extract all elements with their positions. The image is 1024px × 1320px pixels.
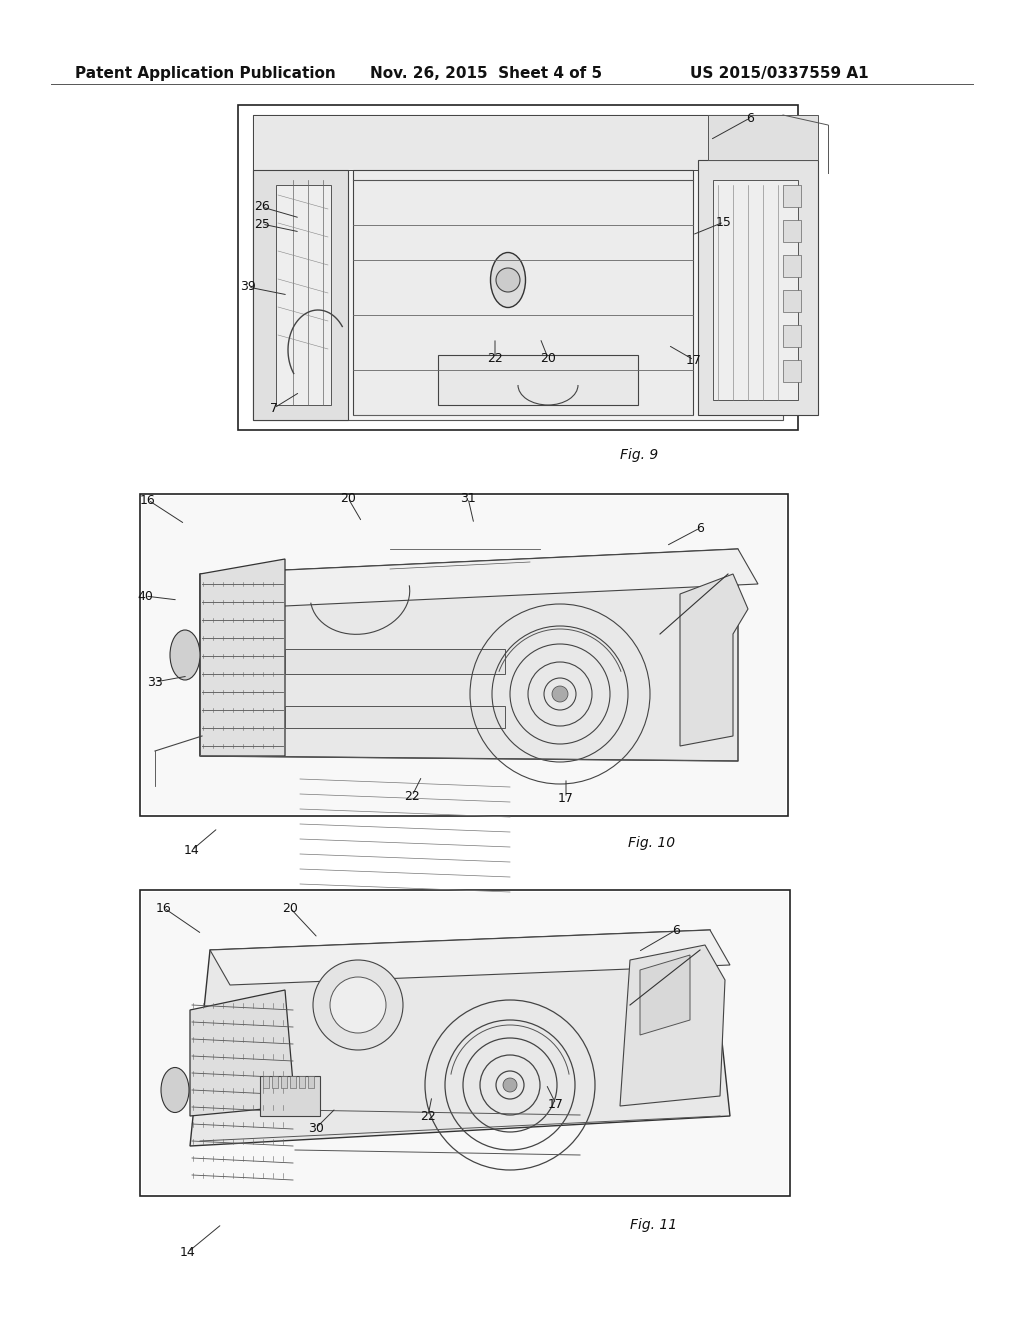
- Text: 17: 17: [548, 1097, 564, 1110]
- Text: 15: 15: [716, 215, 732, 228]
- Text: 14: 14: [184, 843, 200, 857]
- Bar: [140, 494, 788, 816]
- Ellipse shape: [161, 1068, 189, 1113]
- Text: 26: 26: [254, 201, 270, 214]
- Polygon shape: [190, 931, 730, 1146]
- Bar: [253, 115, 783, 170]
- Bar: [783, 220, 801, 242]
- Text: 16: 16: [140, 494, 156, 507]
- Text: 7: 7: [270, 401, 278, 414]
- Circle shape: [313, 960, 403, 1049]
- Bar: [253, 170, 348, 420]
- Bar: [713, 180, 798, 400]
- Text: Fig. 9: Fig. 9: [620, 447, 658, 462]
- Bar: [285, 706, 505, 729]
- Polygon shape: [680, 574, 748, 746]
- Bar: [285, 649, 505, 675]
- Bar: [783, 360, 801, 381]
- Text: Patent Application Publication: Patent Application Publication: [75, 66, 336, 81]
- Text: 22: 22: [420, 1110, 436, 1122]
- Text: 14: 14: [180, 1246, 196, 1258]
- Bar: [353, 170, 693, 414]
- Text: 20: 20: [282, 902, 298, 915]
- Bar: [272, 1076, 278, 1088]
- Bar: [260, 1076, 319, 1115]
- Text: 22: 22: [404, 789, 420, 803]
- Text: 17: 17: [686, 354, 701, 367]
- Text: 6: 6: [696, 521, 703, 535]
- Bar: [290, 1076, 296, 1088]
- Text: 31: 31: [460, 491, 476, 504]
- Text: 33: 33: [147, 676, 163, 689]
- Text: US 2015/0337559 A1: US 2015/0337559 A1: [690, 66, 868, 81]
- Text: 16: 16: [156, 902, 172, 915]
- Text: 6: 6: [746, 111, 754, 124]
- Ellipse shape: [490, 252, 525, 308]
- Ellipse shape: [170, 630, 200, 680]
- Bar: [698, 160, 818, 414]
- Circle shape: [552, 686, 568, 702]
- Bar: [783, 255, 801, 277]
- Polygon shape: [620, 945, 725, 1106]
- Text: 30: 30: [308, 1122, 324, 1134]
- Polygon shape: [200, 549, 738, 762]
- Bar: [281, 1076, 287, 1088]
- Text: Fig. 10: Fig. 10: [628, 836, 675, 850]
- Bar: [308, 1076, 314, 1088]
- Text: 17: 17: [558, 792, 573, 804]
- Text: 39: 39: [240, 281, 256, 293]
- Circle shape: [496, 268, 520, 292]
- Bar: [140, 890, 790, 1196]
- Bar: [263, 1076, 269, 1088]
- Bar: [783, 290, 801, 312]
- Polygon shape: [200, 558, 285, 756]
- Bar: [253, 115, 783, 420]
- Text: Nov. 26, 2015  Sheet 4 of 5: Nov. 26, 2015 Sheet 4 of 5: [370, 66, 602, 81]
- Polygon shape: [640, 954, 690, 1035]
- Polygon shape: [190, 990, 295, 1115]
- Text: 20: 20: [340, 491, 356, 504]
- Bar: [142, 496, 786, 814]
- Text: 22: 22: [487, 351, 503, 364]
- Text: Fig. 11: Fig. 11: [630, 1218, 677, 1232]
- Circle shape: [330, 977, 386, 1034]
- Text: 20: 20: [540, 351, 556, 364]
- Bar: [783, 185, 801, 207]
- Text: 25: 25: [254, 218, 270, 231]
- Text: 6: 6: [672, 924, 680, 936]
- Bar: [708, 115, 818, 160]
- Bar: [299, 1076, 305, 1088]
- Bar: [438, 355, 638, 405]
- Bar: [238, 106, 798, 430]
- Bar: [783, 325, 801, 347]
- Bar: [142, 892, 788, 1195]
- Bar: [276, 185, 331, 405]
- Circle shape: [503, 1078, 517, 1092]
- Polygon shape: [210, 931, 730, 985]
- Polygon shape: [200, 549, 758, 609]
- Text: 40: 40: [137, 590, 153, 602]
